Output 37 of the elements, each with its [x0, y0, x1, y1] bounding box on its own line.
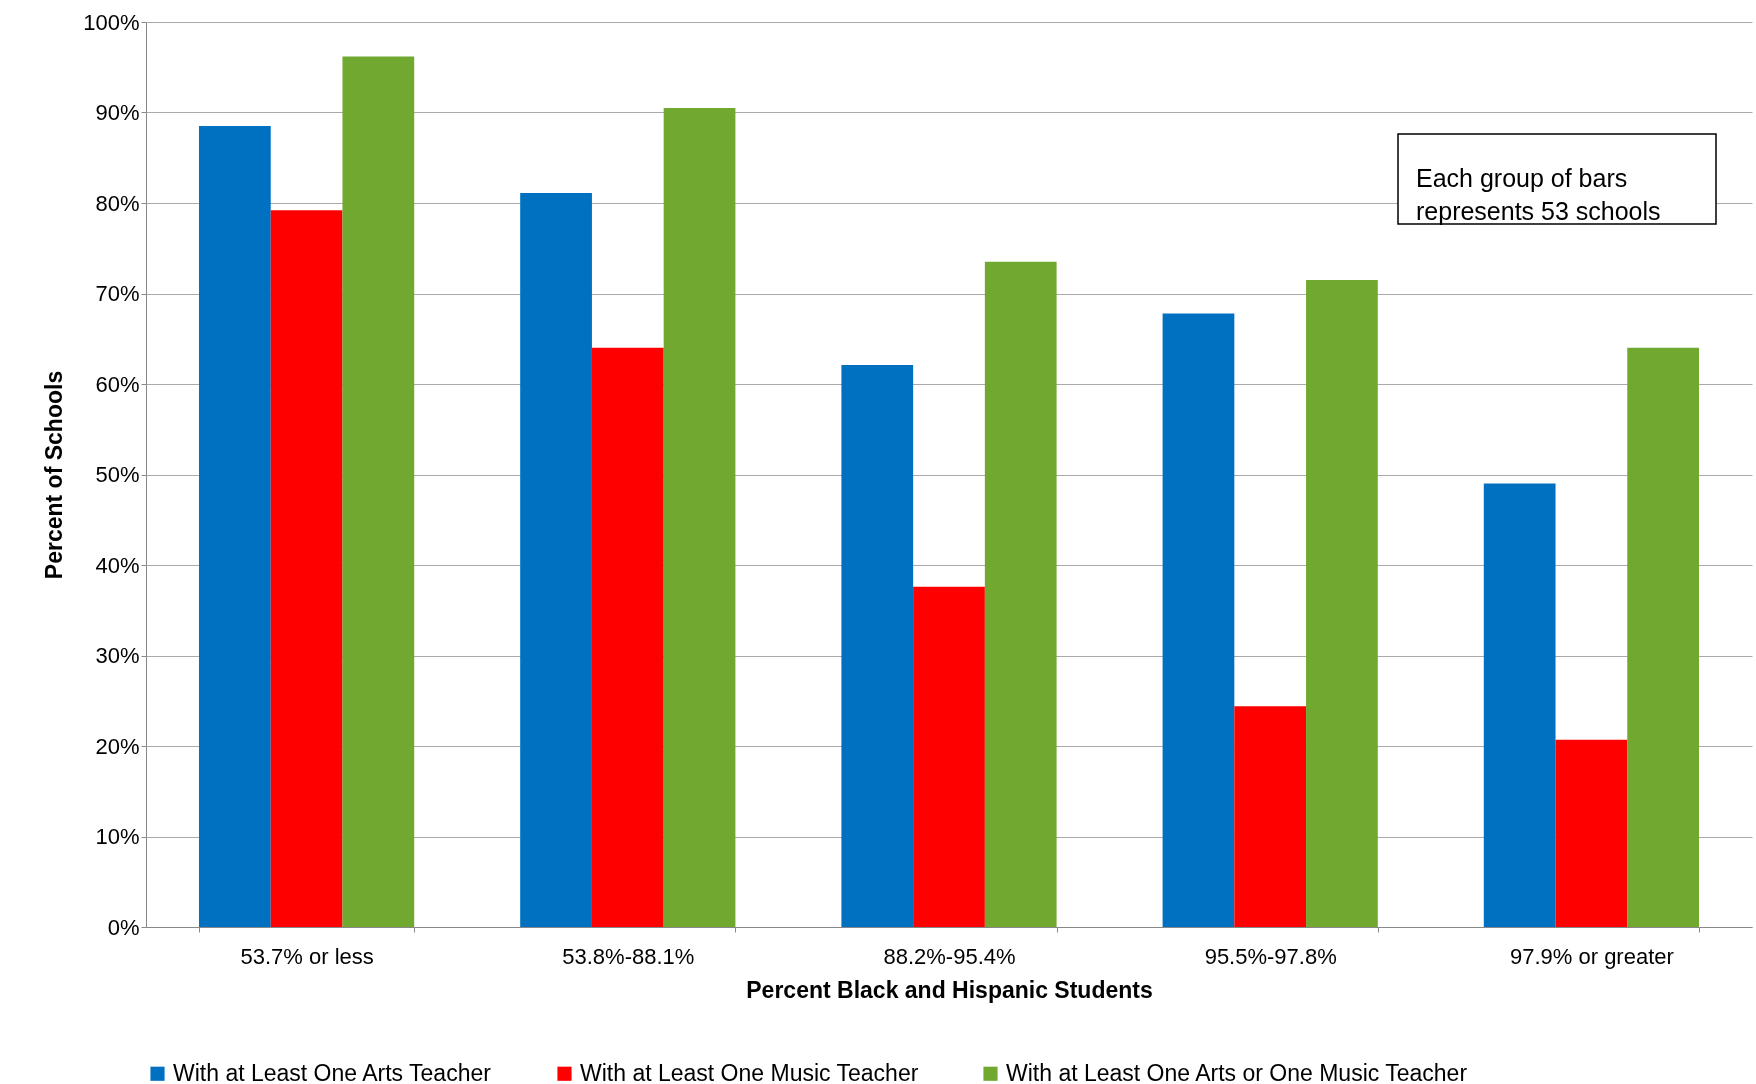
bar [841, 365, 914, 927]
y-axis-title: Percent of Schools [41, 370, 68, 580]
y-tick-label: 90% [95, 100, 140, 125]
bar [270, 210, 343, 927]
x-axis-title: Percent Black and Hispanic Students [746, 976, 1153, 1003]
y-tick-label: 30% [95, 643, 140, 668]
y-tick-label: 80% [95, 190, 140, 216]
legend-label: With at Least One Arts or One Music Teacher [1006, 1059, 1468, 1084]
y-tick-label: 10% [95, 824, 140, 849]
y-tick-label: 70% [95, 281, 140, 306]
bar [199, 126, 271, 927]
bar [913, 586, 985, 927]
bar [1483, 483, 1556, 927]
bar [1234, 706, 1307, 927]
bar [984, 261, 1057, 927]
y-tick-label: 50% [95, 462, 140, 487]
bar [1306, 279, 1378, 927]
y-tick-label: 100% [83, 9, 140, 35]
bar [342, 56, 415, 927]
bar [1627, 347, 1699, 927]
x-tick-label: 95.5%-97.8% [1204, 943, 1337, 969]
bar [591, 347, 664, 927]
bar [520, 193, 592, 927]
x-tick-label: 97.9% or greater [1509, 943, 1674, 969]
bar [1555, 739, 1628, 927]
bar [1162, 313, 1235, 927]
y-tick-label: 20% [95, 733, 140, 759]
legend-label: With at Least One Music Teacher [580, 1059, 919, 1084]
annotation: Each group of bars represents 53 schools [1416, 164, 1661, 225]
x-tick-label: 53.8%-88.1% [562, 943, 695, 969]
y-tick-label: 40% [95, 552, 140, 578]
bar [663, 107, 736, 927]
x-tick-label: 88.2%-95.4% [883, 943, 1016, 969]
y-tick-label: 0% [107, 914, 140, 940]
legend-label: With at Least One Arts Teacher [173, 1059, 492, 1084]
y-tick-label: 60% [95, 371, 140, 397]
x-tick-label: 53.7% or less [240, 943, 374, 969]
